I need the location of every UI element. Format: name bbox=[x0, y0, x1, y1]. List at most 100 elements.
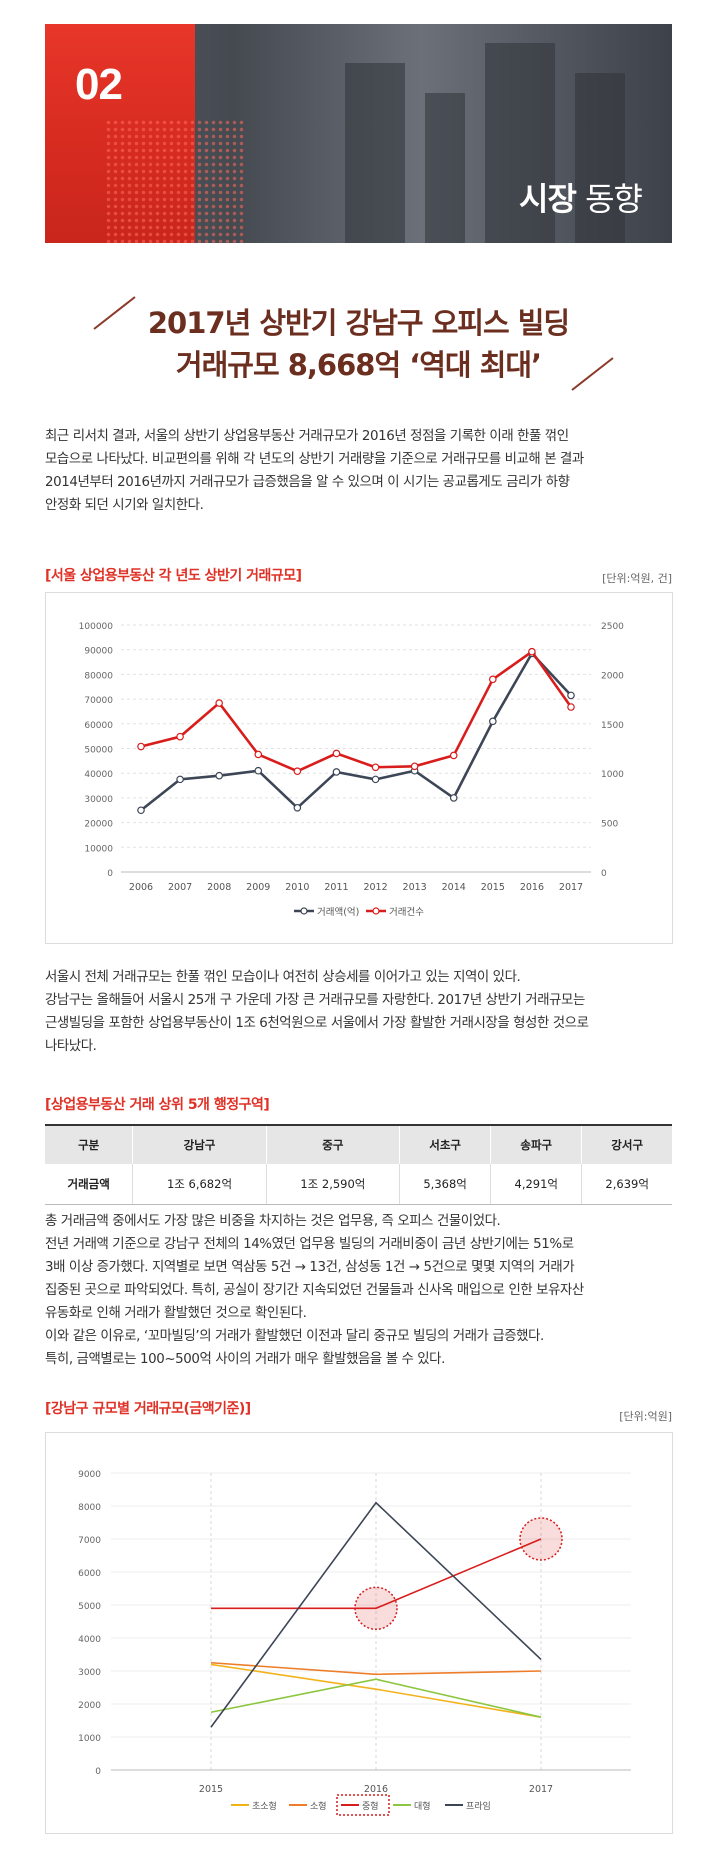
data-point bbox=[215, 771, 223, 780]
y-tick-label: 1000 bbox=[78, 1734, 101, 1744]
y-left-tick-label: 10000 bbox=[84, 844, 113, 854]
legend-marker bbox=[372, 907, 380, 915]
data-point bbox=[489, 717, 497, 726]
y-right-tick-label: 1500 bbox=[601, 721, 624, 731]
series-line-거래건수 bbox=[140, 649, 573, 773]
x-tick-label: 2015 bbox=[481, 882, 505, 893]
building-silhouette bbox=[575, 73, 625, 243]
table-header-cell: 서초구 bbox=[399, 1124, 491, 1164]
data-point bbox=[410, 762, 419, 771]
table-cell: 4,291억 bbox=[490, 1164, 582, 1205]
series-line-프라임 bbox=[210, 1501, 542, 1728]
x-tick-label: 2013 bbox=[403, 882, 427, 893]
table-cell: 5,368억 bbox=[399, 1164, 491, 1205]
y-tick-label: 9000 bbox=[78, 1470, 101, 1480]
section-number: 02 bbox=[75, 60, 123, 109]
data-point bbox=[489, 675, 497, 684]
data-point bbox=[137, 742, 145, 751]
legend-label: 대형 bbox=[414, 1801, 431, 1812]
table-row: 거래금액 1조 6,682억 1조 2,590억 5,368억 4,291억 2… bbox=[45, 1164, 672, 1205]
text-line: 집중된 곳으로 파악되었다. 특히, 공실이 장기간 지속되었던 건물들과 신사… bbox=[45, 1283, 584, 1298]
headline-line-1: 2017년 상반기 강남구 오피스 빌딩 bbox=[147, 306, 570, 340]
data-point bbox=[567, 703, 575, 711]
intro-paragraph: 최근 리서치 결과, 서울의 상반기 상업용부동산 거래규모가 2016년 정점… bbox=[45, 425, 675, 517]
data-point bbox=[528, 647, 536, 656]
text-line: 근생빌딩을 포함한 상업용부동산이 1조 6천억원으로 서울에서 가장 활발한 … bbox=[45, 1016, 589, 1031]
paragraph-2: 서울시 전체 거래규모는 한풀 꺾인 모습이나 여전히 상승세를 이어가고 있는… bbox=[45, 966, 675, 1058]
section-title-rest: 동향 bbox=[575, 180, 643, 218]
text-line: 안정화 되던 시기와 일치한다. bbox=[45, 498, 204, 513]
data-point bbox=[176, 732, 184, 741]
legend-label: 초소형 bbox=[252, 1801, 277, 1812]
legend-label: 거래액(억) bbox=[317, 906, 359, 918]
x-tick-label: 2010 bbox=[285, 882, 309, 893]
y-left-tick-label: 30000 bbox=[84, 795, 113, 805]
data-point bbox=[254, 766, 263, 775]
y-left-tick-label: 20000 bbox=[84, 820, 113, 830]
table-cell: 1조 6,682억 bbox=[132, 1164, 267, 1205]
x-tick-label: 2017 bbox=[529, 1784, 553, 1795]
district-table: 구분 강남구 중구 서초구 송파구 강서구 거래금액 1조 6,682억 1조 … bbox=[45, 1124, 672, 1205]
halftone-dots bbox=[105, 119, 245, 243]
table-header-cell: 구분 bbox=[45, 1124, 133, 1164]
text-line: 총 거래금액 중에서도 가장 많은 비중을 차지하는 것은 업무용, 즉 오피스… bbox=[45, 1214, 501, 1229]
data-point bbox=[449, 751, 458, 760]
y-tick-label: 6000 bbox=[78, 1569, 101, 1579]
chart1-box: 0 10000 20000 30000 40000 50000 60000 70000 8000… bbox=[45, 592, 673, 944]
legend-label: 프라임 bbox=[466, 1800, 491, 1812]
table-header-cell: 강남구 bbox=[132, 1124, 267, 1164]
y-tick-label: 3000 bbox=[78, 1668, 101, 1678]
chart2-box: 0 1000 2000 3000 4000 5000 6000 7000 8000 9000 201… bbox=[45, 1432, 673, 1834]
series-line-초소형 bbox=[210, 1663, 542, 1718]
data-point bbox=[449, 794, 458, 802]
x-tick-label: 2009 bbox=[246, 882, 270, 893]
text-line: 이와 같은 이유로, ‘꼬마빌딩’의 거래가 활발했던 이전과 달리 중규모 빌… bbox=[45, 1329, 544, 1344]
text-line: 강남구는 올해들어 서울시 25개 구 가운데 가장 큰 거래규모를 자랑한다.… bbox=[45, 993, 585, 1008]
table-header-row: 구분 강남구 중구 서초구 송파구 강서구 bbox=[45, 1124, 672, 1164]
table-header-cell: 송파구 bbox=[490, 1124, 582, 1164]
table-cell: 1조 2,590억 bbox=[265, 1164, 400, 1205]
x-tick-label: 2012 bbox=[363, 882, 387, 893]
data-point bbox=[371, 775, 380, 784]
y-left-tick-label: 40000 bbox=[84, 770, 113, 780]
x-tick-label: 2016 bbox=[520, 882, 544, 893]
data-point bbox=[332, 749, 341, 758]
chart2-title: [강남구 규모별 거래규모(금액기준)] bbox=[45, 1401, 251, 1417]
building-silhouette bbox=[485, 43, 555, 243]
data-point bbox=[293, 767, 302, 776]
text-line: 최근 리서치 결과, 서울의 상반기 상업용부동산 거래규모가 2016년 정점… bbox=[45, 429, 569, 444]
y-left-tick-label: 80000 bbox=[84, 671, 113, 681]
series-line-중형 bbox=[211, 1538, 542, 1610]
section-title: 시장 동향 bbox=[519, 174, 643, 220]
legend-label: 소형 bbox=[310, 1801, 327, 1812]
y-tick-label: 4000 bbox=[78, 1635, 101, 1645]
x-tick-label: 2016 bbox=[364, 1784, 388, 1795]
headline-line-2: 거래규모 8,668억 ‘역대 최대’ bbox=[175, 348, 542, 382]
x-tick-label: 2011 bbox=[324, 882, 348, 893]
chart1-unit: [단위:억원, 건] bbox=[602, 572, 672, 585]
building-silhouette bbox=[425, 93, 465, 243]
x-tick-label: 2006 bbox=[129, 882, 153, 893]
table-cell: 2,639억 bbox=[581, 1164, 672, 1205]
y-tick-label: 7000 bbox=[78, 1536, 101, 1546]
x-tick-label: 2008 bbox=[207, 882, 231, 893]
legend-marker bbox=[300, 907, 308, 915]
text-line: 모습으로 나타났다. 비교편의를 위해 각 년도의 상반기 거래량을 기준으로 … bbox=[45, 452, 584, 467]
y-tick-label: 2000 bbox=[78, 1701, 101, 1711]
y-right-tick-label: 2000 bbox=[601, 671, 624, 681]
series-line-대형 bbox=[210, 1678, 542, 1718]
section-title-bold: 시장 bbox=[519, 180, 577, 218]
y-left-tick-label: 90000 bbox=[84, 647, 113, 657]
legend-highlight-box bbox=[336, 1794, 390, 1816]
data-point bbox=[567, 691, 575, 700]
text-line: 2014년부터 2016년까지 거래규모가 급증했음을 알 수 있으며 이 시기… bbox=[45, 475, 570, 490]
y-right-tick-label: 0 bbox=[601, 869, 607, 879]
table-header-cell: 강서구 bbox=[581, 1124, 672, 1164]
x-tick-label: 2014 bbox=[442, 882, 466, 893]
x-tick-label: 2007 bbox=[168, 882, 192, 893]
x-tick-label: 2015 bbox=[199, 1784, 223, 1795]
data-point bbox=[137, 806, 145, 815]
paragraph-3: 총 거래금액 중에서도 가장 많은 비중을 차지하는 것은 업무용, 즉 오피스… bbox=[45, 1210, 675, 1371]
table-title: [상업용부동산 거래 상위 5개 행정구역] bbox=[45, 1097, 270, 1113]
